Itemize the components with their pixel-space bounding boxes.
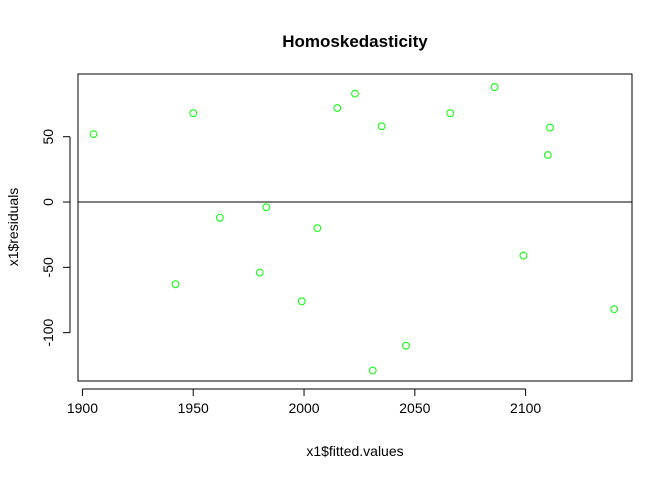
data-point bbox=[402, 341, 410, 350]
data-point bbox=[368, 366, 377, 375]
x-axis: 1900 1950 2000 2050 2100 bbox=[67, 388, 541, 416]
x-axis-label: x1$fitted.values bbox=[306, 443, 403, 459]
y-axis-label: x1$residuals bbox=[5, 188, 21, 267]
data-point bbox=[351, 89, 359, 98]
data-point bbox=[610, 305, 619, 314]
data-point bbox=[313, 224, 322, 233]
data-point bbox=[215, 213, 224, 222]
x-tick-label: 1900 bbox=[67, 400, 98, 416]
chart-title: Homoskedasticity bbox=[282, 32, 428, 51]
data-point bbox=[519, 251, 528, 260]
data-point bbox=[262, 203, 271, 212]
data-points bbox=[89, 83, 619, 375]
data-point bbox=[543, 151, 552, 159]
data-point bbox=[333, 104, 342, 112]
data-point bbox=[297, 297, 306, 306]
y-tick-label: -100 bbox=[40, 318, 56, 346]
y-axis: -100 -50 0 50 bbox=[40, 129, 71, 347]
data-point bbox=[171, 280, 180, 289]
x-tick-label: 1950 bbox=[178, 400, 209, 416]
x-tick-label: 2000 bbox=[288, 400, 319, 416]
data-point bbox=[255, 268, 264, 277]
data-point bbox=[546, 123, 554, 132]
x-tick-label: 2050 bbox=[399, 400, 430, 416]
y-tick-label: 0 bbox=[40, 198, 56, 206]
y-tick-label: 50 bbox=[40, 129, 56, 145]
data-point bbox=[446, 109, 455, 118]
data-point bbox=[89, 130, 98, 138]
x-tick-label: 2100 bbox=[510, 400, 541, 416]
data-point bbox=[490, 83, 499, 91]
plot-frame bbox=[77, 73, 633, 382]
data-point bbox=[189, 109, 198, 118]
data-point bbox=[377, 122, 386, 131]
y-tick-label: -50 bbox=[40, 257, 56, 277]
